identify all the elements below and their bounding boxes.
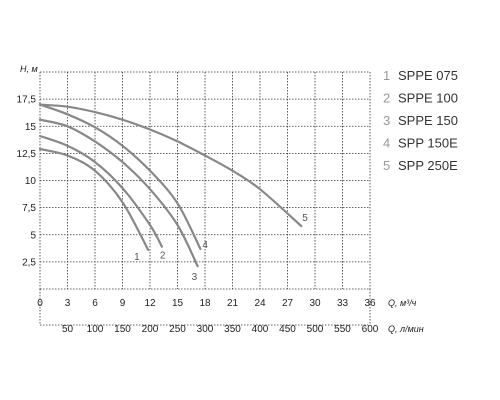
y-tick-label: 10 bbox=[25, 176, 37, 187]
x2-tick-label: 350 bbox=[224, 324, 241, 335]
curve-label-1: 1 bbox=[134, 252, 140, 263]
y-tick-label: 15 bbox=[25, 122, 37, 133]
curve-label-2: 2 bbox=[160, 251, 166, 262]
x-tick-label: 9 bbox=[120, 298, 126, 309]
x-tick-label: 30 bbox=[309, 298, 321, 309]
legend-number: 2 bbox=[383, 91, 390, 106]
curve-label-3: 3 bbox=[192, 272, 198, 283]
x2-tick-label: 250 bbox=[169, 324, 186, 335]
x-tick-label: 3 bbox=[65, 298, 71, 309]
legend-number: 3 bbox=[383, 113, 390, 128]
x-tick-label: 0 bbox=[37, 298, 43, 309]
x-axis-label: Q, м³/ч bbox=[388, 298, 417, 308]
x2-tick-label: 600 bbox=[362, 324, 379, 335]
x2-tick-label: 200 bbox=[142, 324, 159, 335]
legend-series-name: SPPE 100 bbox=[398, 91, 458, 106]
x-tick-label: 27 bbox=[282, 298, 294, 309]
x-tick-label: 12 bbox=[144, 298, 156, 309]
curve-labels: 1 2 3 4 5 bbox=[134, 213, 308, 283]
y-tick-label: 7,5 bbox=[22, 203, 36, 214]
y-tick-label: 2,5 bbox=[22, 257, 36, 268]
y-tick-label: 12,5 bbox=[17, 149, 37, 160]
x2-tick-label: 450 bbox=[279, 324, 296, 335]
y-tick-label: 5 bbox=[30, 230, 36, 241]
x-tick-label: 24 bbox=[254, 298, 266, 309]
x-tick-label: 33 bbox=[337, 298, 349, 309]
legend-number: 1 bbox=[383, 68, 390, 83]
y-tick-label: 17,5 bbox=[17, 95, 37, 106]
legend-number: 4 bbox=[383, 136, 390, 151]
x2-tick-label: 150 bbox=[114, 324, 131, 335]
x-tick-label: 18 bbox=[199, 298, 211, 309]
legend-series-name: SPPE 075 bbox=[398, 68, 458, 83]
x2-tick-label: 300 bbox=[197, 324, 214, 335]
legend: 1 SPPE 075 2 SPPE 100 3 SPPE 150 4 SPP 150E 5 SPP… bbox=[383, 68, 458, 173]
x-tick-label: 6 bbox=[92, 298, 98, 309]
x2-tick-label: 50 bbox=[62, 324, 74, 335]
legend-number: 5 bbox=[383, 158, 390, 173]
x2-tick-label: 400 bbox=[252, 324, 269, 335]
x2-tick-label: 100 bbox=[87, 324, 104, 335]
x2-tick-label: 550 bbox=[334, 324, 351, 335]
x-tick-label: 15 bbox=[172, 298, 184, 309]
legend-series-name: SPP 150E bbox=[398, 136, 458, 151]
x2-tick-label: 500 bbox=[307, 324, 324, 335]
curve-label-5: 5 bbox=[302, 213, 308, 224]
axes: H, м Q, м³/ч Q, л/мин bbox=[20, 64, 424, 334]
y-axis-label: H, м bbox=[20, 64, 38, 74]
x2-axis-label: Q, л/мин bbox=[388, 324, 424, 334]
curves bbox=[40, 105, 301, 267]
curve-label-4: 4 bbox=[202, 240, 208, 251]
legend-series-name: SPP 250E bbox=[398, 158, 458, 173]
x-tick-label: 21 bbox=[227, 298, 239, 309]
x-tick-label: 36 bbox=[364, 298, 376, 309]
legend-series-name: SPPE 150 bbox=[398, 113, 458, 128]
